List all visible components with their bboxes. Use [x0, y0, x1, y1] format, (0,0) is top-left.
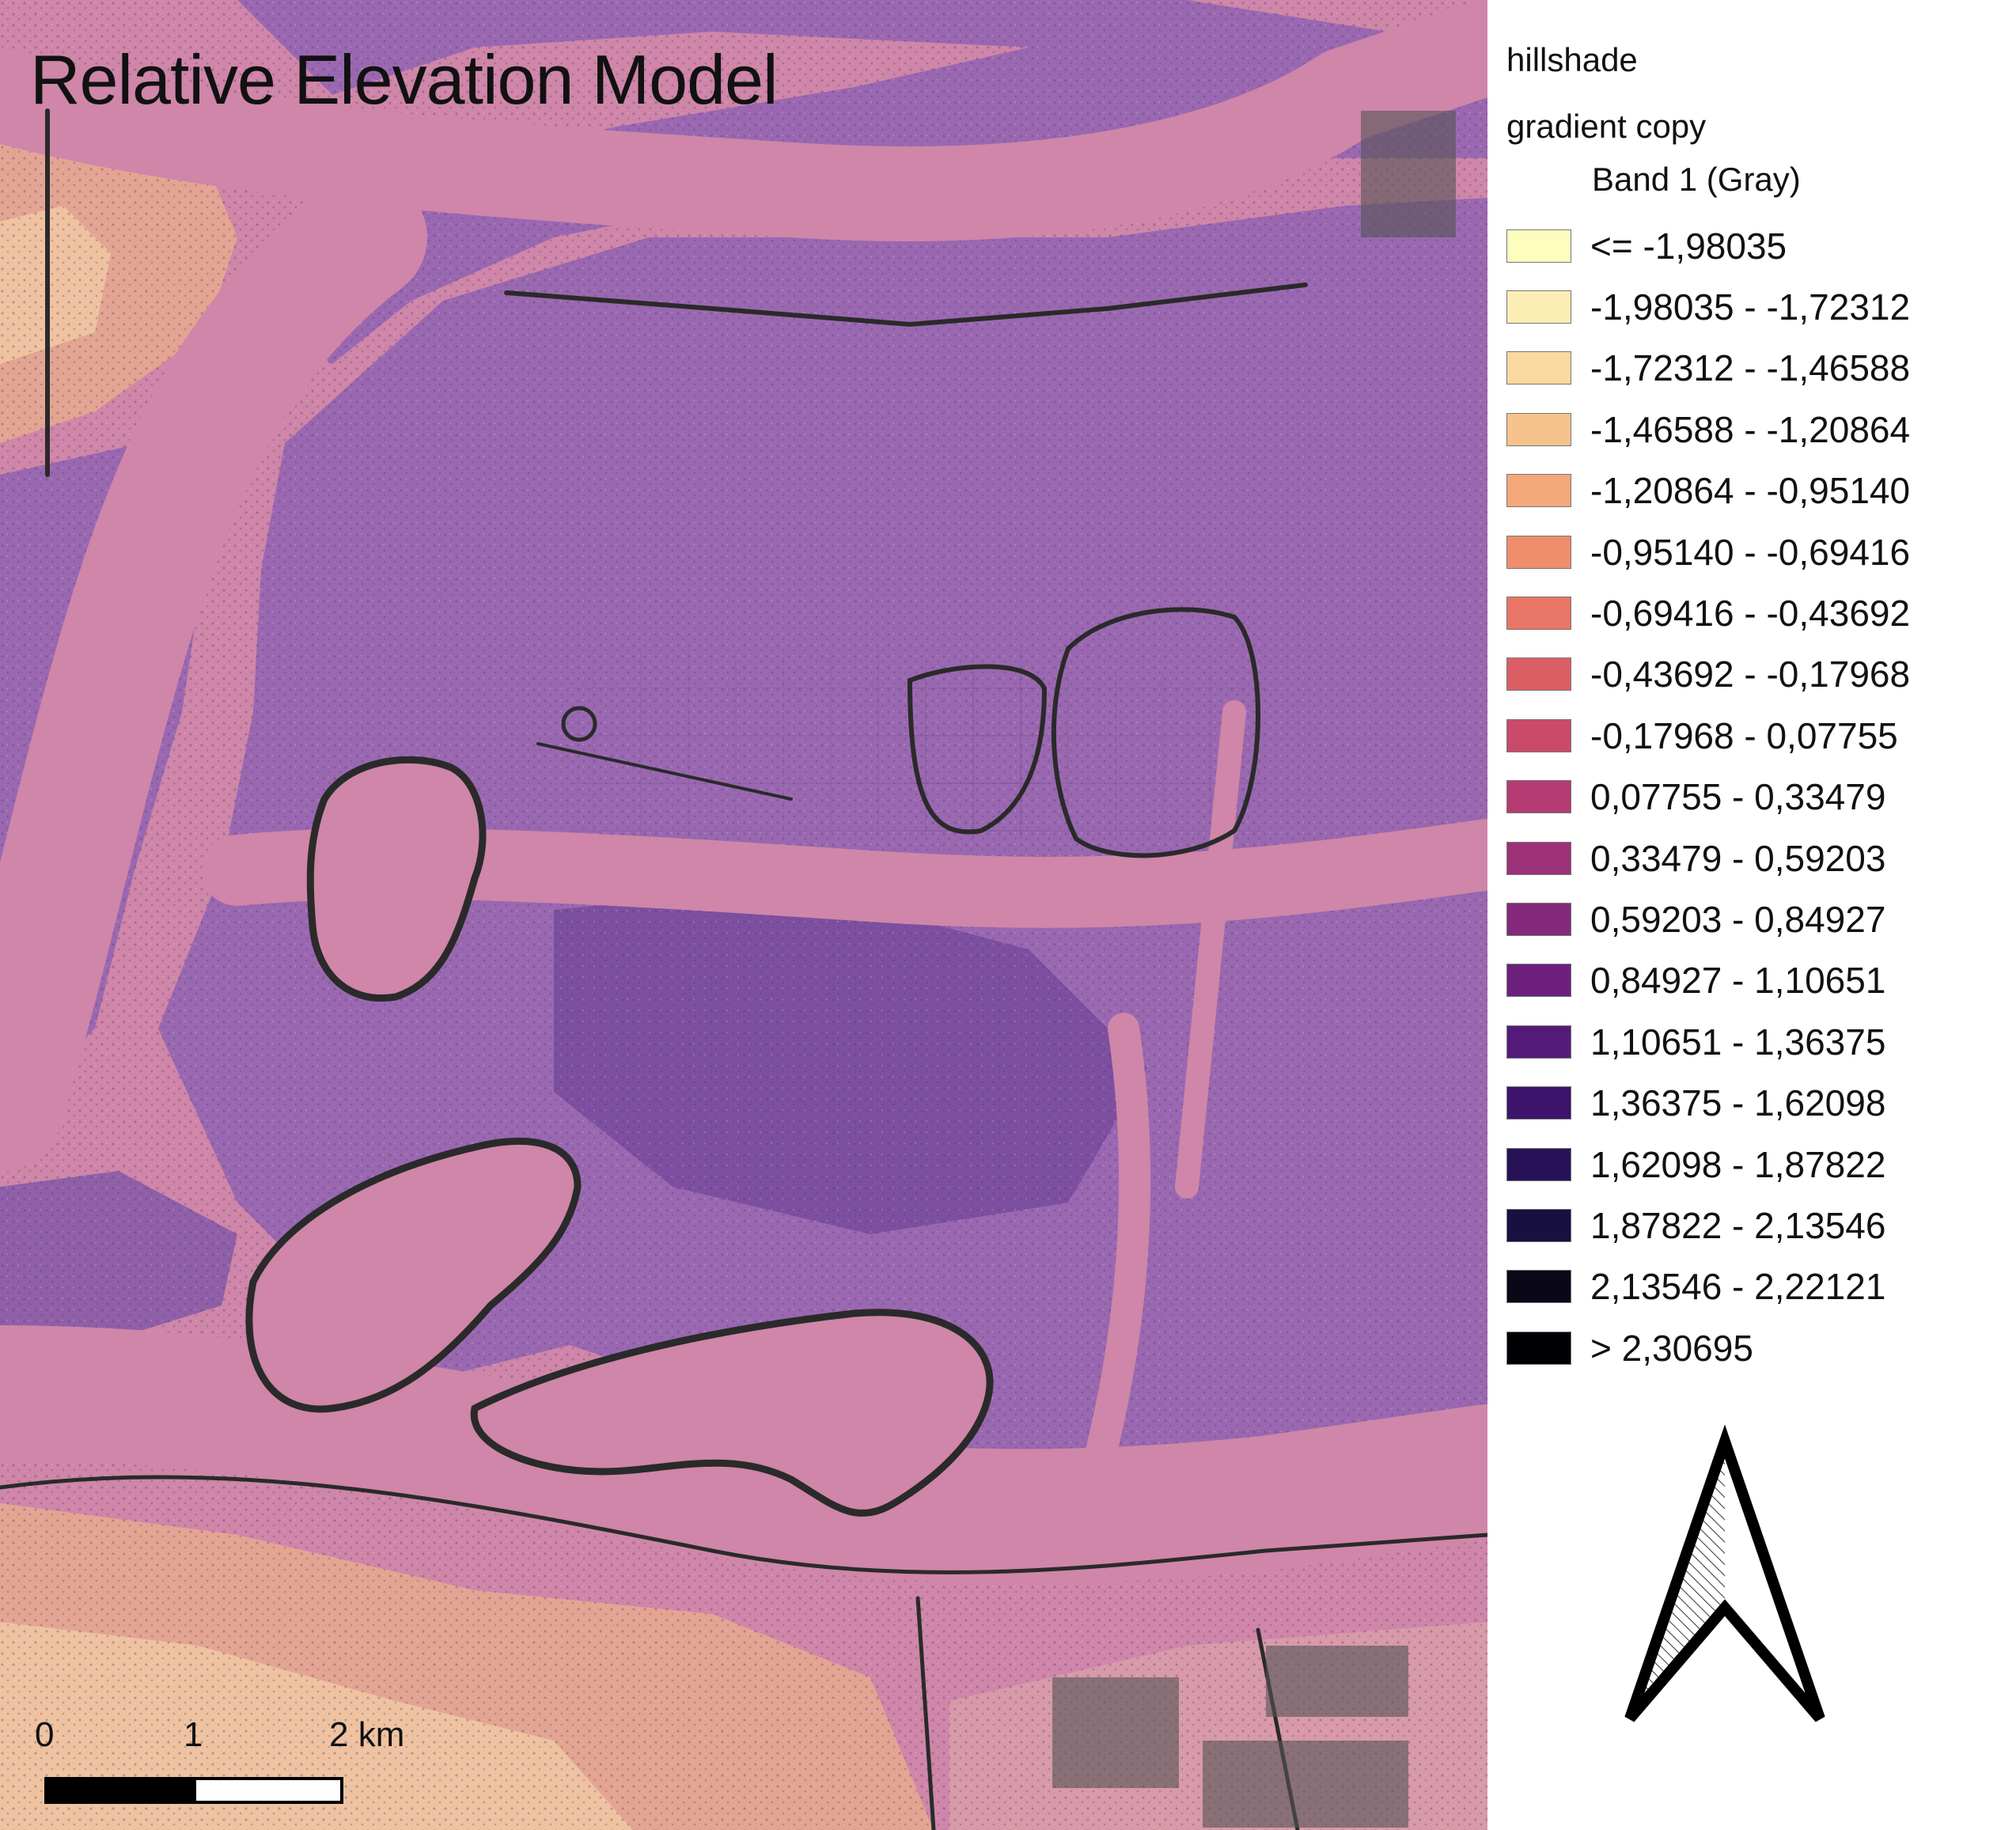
legend-item: <= -1,98035	[1506, 215, 1910, 276]
legend-item: -0,43692 - -0,17968	[1506, 644, 1910, 705]
lake-south	[470, 1309, 994, 1517]
legend-swatch	[1506, 780, 1571, 814]
legend-swatch	[1506, 1086, 1571, 1120]
legend-label: -0,95140 - -0,69416	[1590, 531, 1911, 573]
river-west-arm	[0, 174, 427, 1171]
legend: hillshade gradient copy Band 1 (Gray) <=…	[1487, 0, 2016, 1377]
town-area	[1052, 111, 1456, 1828]
legend-label: 2,13546 - 2,22121	[1590, 1266, 1886, 1308]
legend-label: > 2,30695	[1590, 1327, 1753, 1369]
legend-label: -0,43692 - -0,17968	[1590, 654, 1911, 695]
legend-swatch	[1506, 597, 1571, 631]
legend-swatch	[1506, 1147, 1571, 1181]
legend-item: -1,98035 - -1,72312	[1506, 276, 1910, 337]
legend-item: -0,95140 - -0,69416	[1506, 521, 1910, 582]
legend-group-title: hillshade	[1506, 41, 1638, 78]
polder-east-2	[907, 664, 1048, 835]
legend-item: -1,46588 - -1,20864	[1506, 399, 1910, 460]
scale-label: 2 km	[329, 1715, 405, 1754]
legend-label: -0,17968 - 0,07755	[1590, 714, 1898, 756]
dike-central	[536, 742, 793, 801]
legend-item: 0,33479 - 0,59203	[1506, 828, 1910, 888]
legend-swatch	[1506, 718, 1571, 752]
legend-swatch	[1506, 841, 1571, 875]
legend-swatch	[1506, 412, 1571, 446]
legend-item: 0,59203 - 0,84927	[1506, 888, 1910, 949]
legend-swatch	[1506, 1270, 1571, 1304]
legend-swatch	[1506, 1025, 1571, 1059]
legend-items: <= -1,98035 -1,98035 - -1,72312 -1,72312 -…	[1506, 215, 1910, 1378]
legend-swatch	[1506, 1208, 1571, 1242]
legend-swatch	[1506, 657, 1571, 691]
river-east-channel	[1175, 700, 1246, 1199]
legend-label: 1,36375 - 1,62098	[1590, 1082, 1886, 1124]
legend-label: 0,33479 - 0,59203	[1590, 837, 1886, 879]
legend-label: -1,72312 - -1,46588	[1590, 347, 1911, 389]
legend-label: -1,20864 - -0,95140	[1590, 470, 1911, 512]
dike-north	[504, 282, 1308, 328]
legend-item: 2,13546 - 2,22121	[1506, 1256, 1910, 1317]
lake-southwest	[245, 1137, 582, 1413]
legend-item: 1,87822 - 2,13546	[1506, 1195, 1910, 1256]
legend-label: 1,87822 - 2,13546	[1590, 1204, 1886, 1246]
legend-item: -0,17968 - 0,07755	[1506, 705, 1910, 766]
legend-swatch	[1506, 474, 1571, 508]
legend-label: 0,07755 - 0,33479	[1590, 776, 1886, 818]
scale-bar: 0 1 2 km	[30, 1715, 404, 1810]
legend-label: -1,98035 - -1,72312	[1590, 286, 1911, 328]
legend-swatch	[1506, 1331, 1571, 1365]
road-south-1	[915, 1596, 936, 1830]
polder-east-1	[1051, 607, 1260, 858]
legend-item: 0,84927 - 1,10651	[1506, 950, 1910, 1011]
legend-swatch	[1506, 902, 1571, 936]
legend-label: -1,46588 - -1,20864	[1590, 408, 1911, 450]
legend-label: 0,59203 - 0,84927	[1590, 898, 1886, 940]
legend-item: 1,62098 - 1,87822	[1506, 1134, 1910, 1195]
legend-label: <= -1,98035	[1590, 225, 1787, 267]
legend-item: 1,36375 - 1,62098	[1506, 1072, 1910, 1133]
dike-south-bank	[0, 1475, 1487, 1574]
scale-label: 1	[184, 1715, 203, 1754]
lake-north-ring	[306, 756, 487, 1002]
scale-label: 0	[35, 1715, 55, 1754]
legend-swatch	[1506, 535, 1571, 569]
legend-swatch	[1506, 229, 1571, 263]
legend-item: 0,07755 - 0,33479	[1506, 767, 1910, 828]
north-arrow-icon	[1624, 1424, 1825, 1722]
legend-label: 0,84927 - 1,10651	[1590, 960, 1886, 1002]
river-north-bend	[0, 0, 1487, 241]
river-south	[0, 1325, 1487, 1584]
legend-label: -0,69416 - -0,43692	[1590, 593, 1911, 635]
small-ring	[561, 706, 597, 742]
legend-item: -0,69416 - -0,43692	[1506, 582, 1910, 643]
map-canvas[interactable]: Relative Elevation Model 0 1 2 km	[0, 0, 1487, 1830]
legend-item: -1,72312 - -1,46588	[1506, 338, 1910, 399]
legend-swatch	[1506, 964, 1571, 998]
map-title: Relative Elevation Model	[30, 40, 779, 119]
scale-segment-white	[193, 1777, 343, 1804]
legend-item: > 2,30695	[1506, 1317, 1910, 1378]
legend-item: -1,20864 - -0,95140	[1506, 460, 1910, 521]
river-side-channel	[1076, 1013, 1151, 1503]
lakes	[245, 607, 1260, 1517]
dikes	[0, 108, 1487, 1830]
scale-segment-black	[44, 1777, 195, 1804]
legend-swatch	[1506, 290, 1571, 324]
relative-elevation-map	[0, 0, 1487, 1830]
legend-label: 1,62098 - 1,87822	[1590, 1143, 1886, 1185]
legend-label: 1,10651 - 1,36375	[1590, 1021, 1886, 1063]
legend-band-title: Band 1 (Gray)	[1592, 161, 1801, 198]
legend-swatch	[1506, 351, 1571, 385]
legend-layer-title: gradient copy	[1506, 108, 1707, 145]
legend-item: 1,10651 - 1,36375	[1506, 1011, 1910, 1072]
